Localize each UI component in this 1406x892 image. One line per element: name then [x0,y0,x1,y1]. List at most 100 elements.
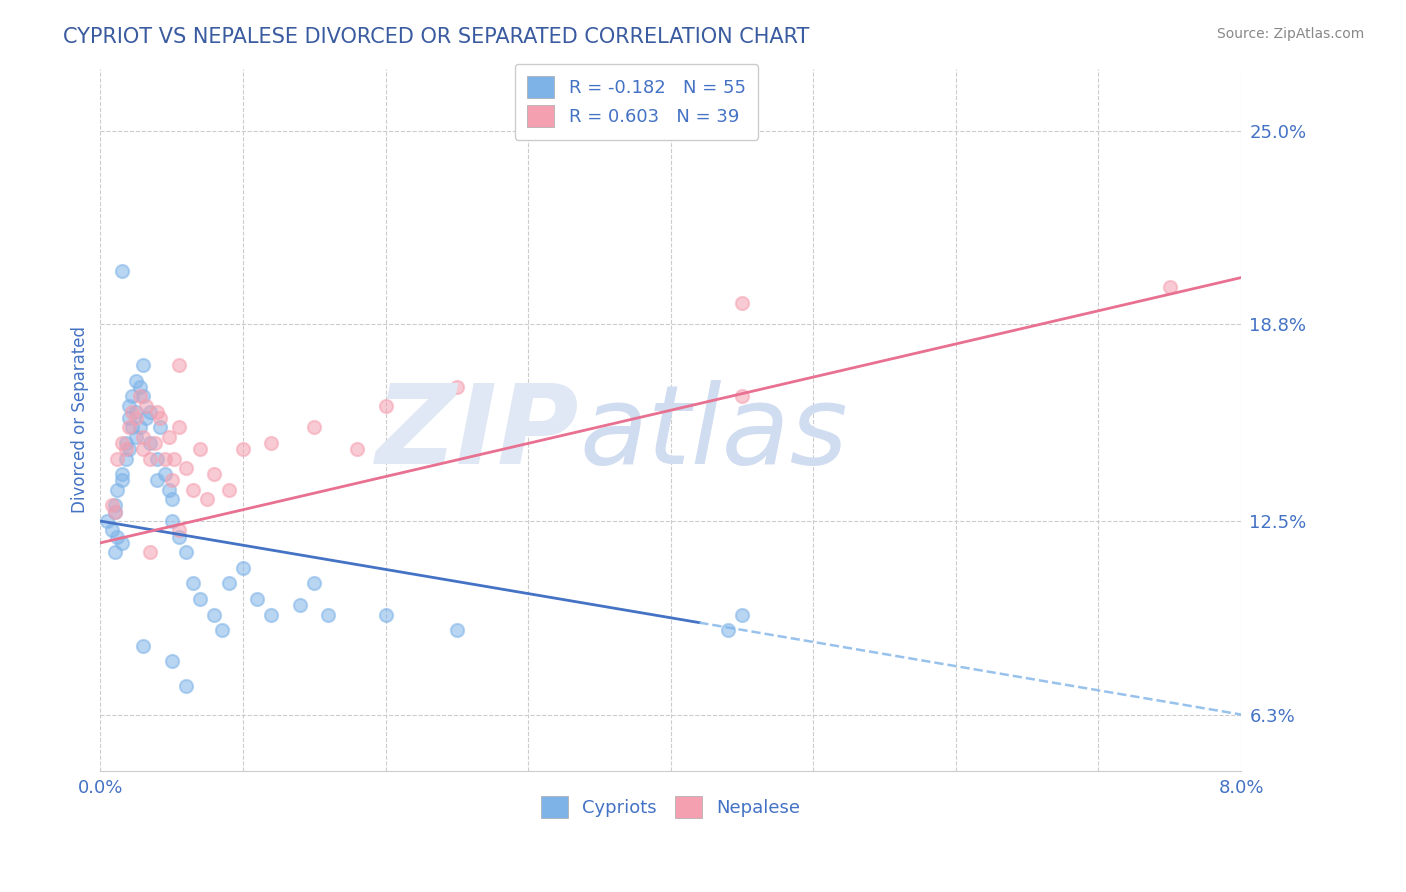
Point [302,420,325,434]
Point [346,442,368,457]
Point [132,389,155,403]
Point [118,420,141,434]
Point [121,389,143,403]
Point [218,483,240,497]
Point [260,436,283,450]
Point [104,545,127,559]
Point [188,592,211,607]
Point [163,451,186,466]
Point [731,389,754,403]
Point [160,514,183,528]
Point [288,599,311,613]
Point [115,451,138,466]
Point [157,430,180,444]
Point [302,576,325,591]
Point [167,420,190,434]
Point [132,358,155,372]
Point [100,499,122,513]
Point [111,474,134,488]
Point [104,505,127,519]
Point [160,474,183,488]
Point [146,405,169,419]
Point [107,530,129,544]
Point [160,492,183,507]
Point [118,399,141,413]
Point [125,374,148,388]
Point [195,492,218,507]
Point [115,442,138,457]
Point [260,607,283,622]
Point [160,655,183,669]
Point [204,607,226,622]
Point [115,436,138,450]
Legend: Cypriots, Nepalese: Cypriots, Nepalese [534,789,808,825]
Point [118,411,141,425]
Point [132,442,155,457]
Point [139,405,162,419]
Point [135,399,157,413]
Point [129,389,152,403]
Point [107,451,129,466]
Text: CYPRIOT VS NEPALESE DIVORCED OR SEPARATED CORRELATION CHART: CYPRIOT VS NEPALESE DIVORCED OR SEPARATE… [63,27,810,46]
Point [125,411,148,425]
Point [167,530,190,544]
Point [146,451,169,466]
Point [96,514,118,528]
Point [121,405,143,419]
Point [139,545,162,559]
Point [118,442,141,457]
Point [181,576,204,591]
Point [111,536,134,550]
Point [232,561,254,575]
Point [218,576,240,591]
Point [132,639,155,653]
Point [129,380,152,394]
Point [139,436,162,450]
Point [174,461,197,475]
Y-axis label: Divorced or Separated: Divorced or Separated [72,326,89,513]
Point [374,607,396,622]
Point [232,442,254,457]
Point [318,607,340,622]
Point [146,474,169,488]
Point [446,624,468,638]
Text: ZIP: ZIP [375,380,579,487]
Point [446,380,468,394]
Point [125,430,148,444]
Point [132,430,155,444]
Point [374,399,396,413]
Point [104,505,127,519]
Point [100,524,122,538]
Point [125,405,148,419]
Point [111,467,134,482]
Point [1159,280,1181,294]
Point [153,451,176,466]
Point [181,483,204,497]
Point [139,451,162,466]
Point [167,524,190,538]
Point [731,295,754,310]
Point [246,592,269,607]
Point [174,545,197,559]
Point [111,436,134,450]
Point [149,411,172,425]
Point [153,467,176,482]
Point [143,436,166,450]
Point [107,483,129,497]
Point [174,680,197,694]
Point [717,624,740,638]
Point [204,467,226,482]
Point [167,358,190,372]
Point [157,483,180,497]
Text: Source: ZipAtlas.com: Source: ZipAtlas.com [1216,27,1364,41]
Point [211,624,233,638]
Point [129,420,152,434]
Point [111,264,134,278]
Text: atlas: atlas [579,380,848,487]
Point [731,607,754,622]
Point [188,442,211,457]
Point [121,420,143,434]
Point [149,420,172,434]
Point [104,499,127,513]
Point [135,411,157,425]
